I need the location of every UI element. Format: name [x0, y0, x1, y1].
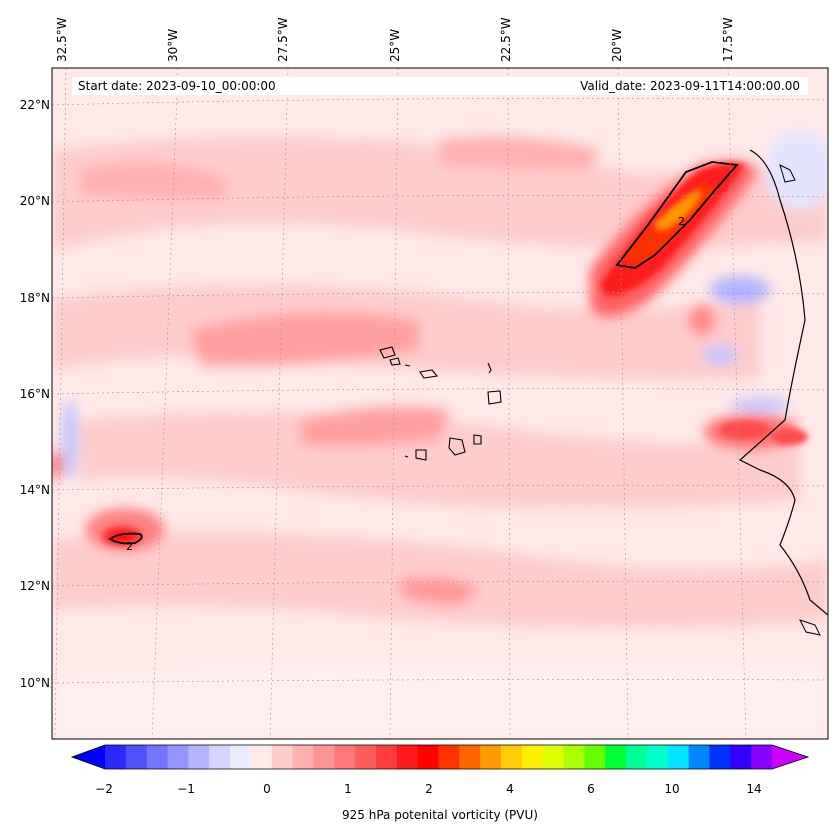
- cbar-tick: −1: [177, 782, 195, 796]
- graticule: [52, 68, 828, 739]
- cbar-tick: 1: [344, 782, 352, 796]
- pv-2-contour-ne: [615, 161, 739, 269]
- colorbar-segment: [146, 745, 169, 769]
- colorbar-extend-high: [772, 745, 808, 769]
- colorbar-segment: [480, 745, 502, 769]
- colorbar-segment: [646, 745, 669, 769]
- date-info-bar: Start date: 2023-09-10_00:00:00 Valid_da…: [72, 77, 808, 95]
- cbar-tick: 14: [746, 782, 762, 796]
- lat-label-16n: 16°N: [19, 387, 50, 401]
- lon-label-20w: 20°W: [610, 28, 624, 62]
- colorbar-segment: [438, 745, 460, 769]
- pv-field: 2 2: [52, 68, 828, 739]
- lat-label-22n: 22°N: [19, 98, 50, 112]
- colorbar-segment: [459, 745, 481, 769]
- colorbar-segment: [542, 745, 565, 769]
- lon-label-32-5w: 32.5°W: [55, 17, 69, 62]
- colorbar-extend-low: [72, 745, 105, 769]
- colorbar-segment: [230, 745, 252, 769]
- cbar-tick: 2: [425, 782, 433, 796]
- lon-label-17-5w: 17.5°W: [721, 17, 735, 62]
- lon-label-25w: 25°W: [388, 28, 402, 62]
- cbar-tick: 10: [664, 782, 680, 796]
- lon-label-27-5w: 27.5°W: [276, 17, 290, 62]
- colorbar-segment: [271, 745, 294, 769]
- colorbar-segment: [563, 745, 585, 769]
- africa-coastline: [738, 149, 828, 616]
- lat-label-20n: 20°N: [19, 194, 50, 208]
- colorbar-segment: [334, 745, 356, 769]
- contour-label-sw: 2: [126, 540, 133, 553]
- colorbar-segment: [730, 745, 752, 769]
- start-date: Start date: 2023-09-10_00:00:00: [78, 79, 276, 93]
- colorbar-segment: [355, 745, 377, 769]
- colorbar-segment: [125, 745, 148, 769]
- colorbar-segment: [584, 745, 606, 769]
- colorbar-segment: [396, 745, 419, 769]
- cbar-tick: 6: [587, 782, 595, 796]
- colorbar-segment: [667, 745, 690, 769]
- pv-2-contour-sw: [108, 532, 143, 545]
- lat-label-12n: 12°N: [19, 579, 50, 593]
- colorbar-outline: [70, 744, 810, 770]
- colorbar-segment: [105, 745, 127, 769]
- colorbar-segment: [167, 745, 189, 769]
- cbar-tick: 0: [263, 782, 271, 796]
- colorbar-segment: [209, 745, 231, 769]
- colorbar-segment: [751, 745, 773, 769]
- colorbar-segment: [605, 745, 627, 769]
- colorbar-segment: [417, 745, 439, 769]
- lat-label-14n: 14°N: [19, 483, 50, 497]
- colorbar-segment: [375, 745, 398, 769]
- contour-label-ne: 2: [678, 215, 685, 228]
- colorbar-label: 925 hPa potenital vorticity (PVU): [342, 808, 538, 822]
- colorbar-segment: [521, 745, 544, 769]
- colorbar-segment: [688, 745, 710, 769]
- cape-verde-islands: [379, 346, 502, 461]
- cbar-tick: −2: [95, 782, 113, 796]
- colorbar-segment: [250, 745, 273, 769]
- colorbar-segment: [188, 745, 210, 769]
- colorbar: [70, 744, 810, 770]
- lat-label-10n: 10°N: [19, 676, 50, 690]
- lon-label-22-5w: 22.5°W: [499, 17, 513, 62]
- valid-date: Valid_date: 2023-09-11T14:00:00.00: [580, 79, 800, 93]
- cbar-tick: 4: [506, 782, 514, 796]
- colorbar-segment: [709, 745, 731, 769]
- colorbar-segment: [313, 745, 335, 769]
- lat-label-18n: 18°N: [19, 291, 50, 305]
- colorbar-segment: [626, 745, 648, 769]
- colorbar-segment: [501, 745, 523, 769]
- map-frame: [51, 67, 829, 740]
- lon-label-30w: 30°W: [166, 28, 180, 62]
- colorbar-segment: [292, 745, 314, 769]
